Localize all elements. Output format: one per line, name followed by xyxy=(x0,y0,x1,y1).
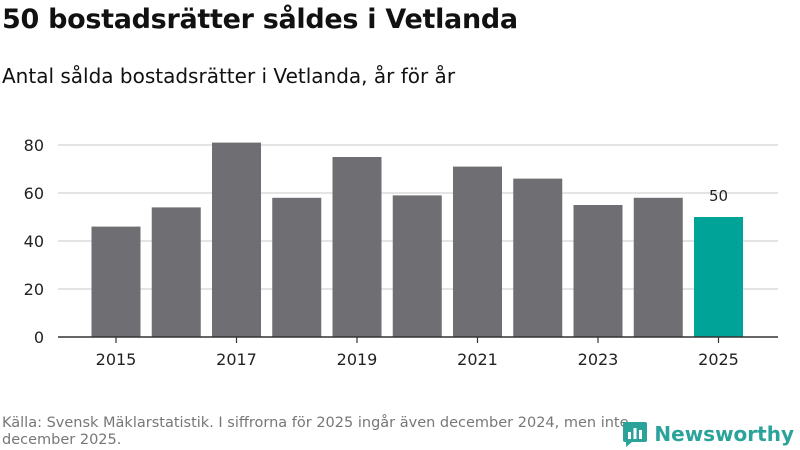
brand-name: Newsworthy xyxy=(654,422,794,446)
y-tick-label: 80 xyxy=(24,136,44,155)
y-tick-label: 20 xyxy=(24,280,44,299)
bar xyxy=(513,178,563,337)
data-label: 50 xyxy=(709,187,728,205)
y-tick-label: 40 xyxy=(24,232,44,251)
bar-chart-speech-bubble-icon xyxy=(623,422,648,447)
bar-chart: 0 20 40 60 80 2015 2017 2019 2021 2023 2025 50 xyxy=(24,136,778,369)
y-tick-label: 60 xyxy=(24,184,44,203)
bar xyxy=(392,195,442,337)
x-tick-label: 2019 xyxy=(337,350,378,369)
y-tick-label: 0 xyxy=(34,328,44,347)
source-note: Källa: Svensk Mäklarstatistik. I siffror… xyxy=(2,415,629,448)
x-tick-label: 2023 xyxy=(578,350,619,369)
bar xyxy=(272,197,322,337)
x-tick-label: 2025 xyxy=(698,350,739,369)
x-tick-label: 2015 xyxy=(96,350,137,369)
chart-subtitle: Antal sålda bostadsrätter i Vetlanda, år… xyxy=(2,64,456,88)
brand-logo: Newsworthy xyxy=(622,420,794,448)
bar xyxy=(332,157,382,337)
x-tick-label: 2021 xyxy=(457,350,498,369)
bar xyxy=(151,207,201,337)
bar xyxy=(453,166,502,337)
bar xyxy=(633,197,683,337)
bar-highlight xyxy=(694,217,743,337)
x-tick-label: 2017 xyxy=(216,350,257,369)
chart-title: 50 bostadsrätter såldes i Vetlanda xyxy=(2,4,518,35)
bar xyxy=(91,226,141,337)
bar xyxy=(212,142,261,337)
bar xyxy=(573,205,623,337)
